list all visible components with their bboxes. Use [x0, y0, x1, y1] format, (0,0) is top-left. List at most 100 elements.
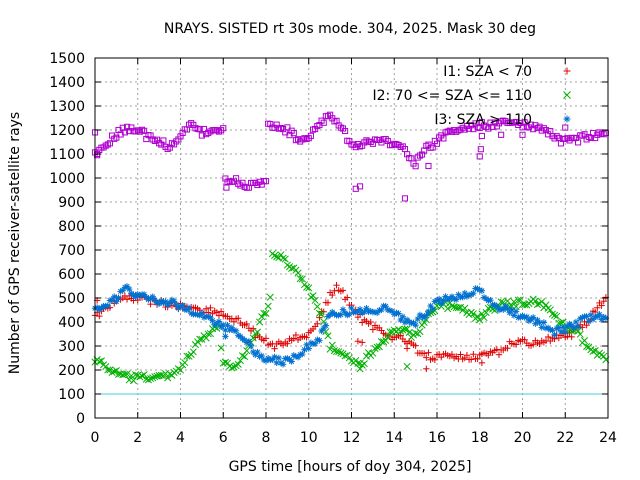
- data-point: [329, 291, 336, 299]
- x-tick-label: 24: [599, 430, 617, 446]
- data-point: [493, 346, 501, 353]
- data-point: [204, 330, 212, 338]
- data-point: [262, 309, 270, 318]
- data-point: [339, 287, 347, 294]
- data-point: [123, 370, 131, 378]
- x-tick-label: 18: [471, 430, 489, 446]
- legend-label: I1: SZA < 70: [443, 64, 532, 80]
- outlier-point: [354, 338, 362, 345]
- data-point: [198, 335, 206, 343]
- data-point: [290, 335, 297, 342]
- data-point: [147, 300, 154, 308]
- data-point: [448, 302, 456, 310]
- data-point: [247, 342, 255, 350]
- data-point: [311, 296, 319, 304]
- data-point: [181, 359, 189, 367]
- data-point: [529, 314, 537, 321]
- data-point: [230, 363, 238, 371]
- y-tick-label: 1300: [49, 99, 85, 115]
- y-tick-label: 800: [58, 219, 85, 235]
- data-point: [284, 124, 291, 131]
- data-point: [239, 335, 246, 342]
- data-point: [440, 135, 447, 142]
- data-point: [288, 264, 296, 273]
- legend-marker: [563, 67, 571, 75]
- data-point: [335, 348, 343, 356]
- data-point: [551, 331, 558, 338]
- data-point: [429, 144, 436, 151]
- data-point: [382, 336, 390, 345]
- data-point: [468, 356, 475, 363]
- x-tick-label: 16: [428, 430, 446, 446]
- data-point: [290, 130, 297, 137]
- legend-label: I3: SZA > 110: [434, 112, 532, 128]
- data-point: [275, 354, 283, 362]
- data-point: [262, 335, 270, 342]
- data-point: [183, 352, 191, 360]
- tick-layer: 0100200300400500600700800900100011001200…: [49, 51, 617, 446]
- data-point: [288, 358, 295, 365]
- data-point: [461, 304, 469, 312]
- y-tick-label: 300: [58, 339, 85, 355]
- data-point: [153, 372, 161, 380]
- data-point: [448, 351, 456, 358]
- data-point: [412, 342, 419, 349]
- data-point: [305, 345, 312, 352]
- y-tick-label: 900: [58, 195, 85, 211]
- data-point: [438, 300, 445, 307]
- x-tick-label: 0: [91, 430, 100, 446]
- data-point: [425, 349, 432, 356]
- data-point: [354, 359, 362, 367]
- data-point: [207, 304, 214, 312]
- y-tick-label: 1400: [49, 75, 85, 91]
- data-point: [399, 326, 407, 334]
- data-point: [123, 283, 131, 290]
- data-point: [316, 314, 323, 321]
- data-point: [119, 371, 127, 379]
- data-point: [542, 301, 550, 309]
- data-point: [314, 320, 321, 328]
- data-point: [176, 366, 185, 374]
- x-tick-label: 20: [514, 430, 532, 446]
- data-point: [500, 306, 507, 313]
- data-point: [298, 275, 306, 283]
- data-point: [234, 360, 242, 368]
- data-point: [147, 374, 155, 383]
- data-point: [149, 293, 156, 300]
- data-point: [324, 332, 332, 340]
- outlier-point: [222, 333, 229, 340]
- data-point: [170, 298, 178, 305]
- data-point: [600, 352, 608, 360]
- data-point: [397, 327, 405, 335]
- data-point: [533, 301, 542, 309]
- data-point: [401, 325, 409, 333]
- data-point: [136, 373, 144, 381]
- data-point: [544, 333, 552, 341]
- data-point: [470, 351, 477, 358]
- data-point: [551, 311, 559, 319]
- data-point: [369, 349, 377, 357]
- data-point: [220, 125, 227, 132]
- outlier-point: [223, 184, 230, 191]
- data-point: [160, 137, 167, 144]
- data-point: [243, 320, 250, 328]
- data-point: [377, 337, 385, 346]
- data-point: [258, 313, 266, 321]
- data-point: [104, 366, 112, 374]
- data-point: [144, 376, 152, 384]
- data-point: [371, 344, 379, 353]
- data-point: [367, 318, 374, 326]
- data-point: [576, 330, 584, 338]
- data-point: [423, 354, 430, 361]
- data-point: [260, 309, 268, 317]
- data-point: [303, 283, 311, 291]
- data-point: [138, 372, 146, 380]
- data-point: [521, 336, 528, 343]
- outlier-point: [403, 362, 411, 370]
- data-point: [397, 316, 404, 324]
- data-point: [470, 126, 477, 133]
- data-point: [164, 374, 172, 382]
- data-point: [412, 163, 419, 170]
- x-tick-label: 2: [133, 430, 142, 446]
- data-point: [121, 370, 129, 378]
